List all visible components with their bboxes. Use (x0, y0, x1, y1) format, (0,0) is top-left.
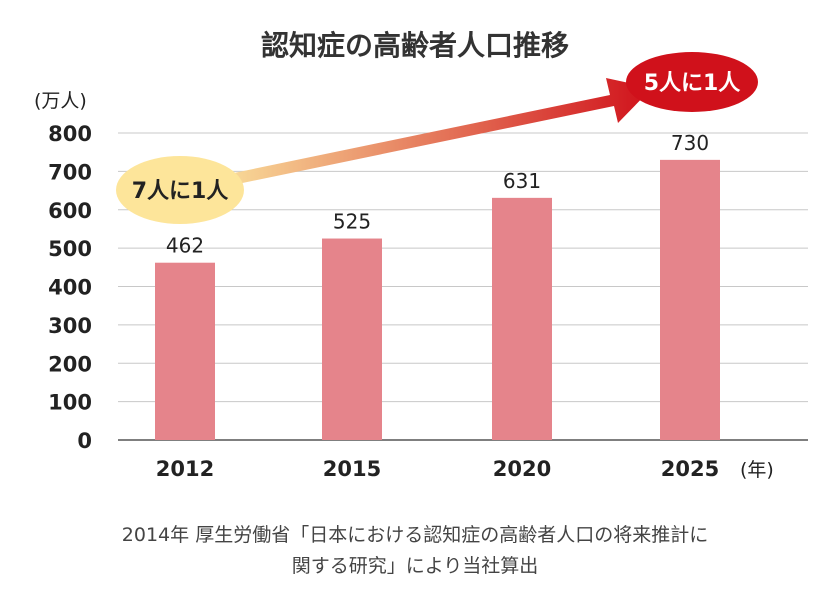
y-axis-ticks: 0 100 200 300 400 500 600 700 800 (48, 122, 92, 453)
x-tick-label-2015: 2015 (323, 457, 381, 481)
x-tick-label-2020: 2020 (493, 457, 551, 481)
y-tick-label: 400 (48, 276, 92, 300)
x-tick-label-2025: 2025 (661, 457, 719, 481)
data-label-2012: 462 (166, 234, 204, 258)
data-label-2020: 631 (503, 169, 541, 193)
start-annotation-label: 7人に1人 (132, 179, 229, 204)
start-annotation-bubble (116, 156, 244, 224)
end-annotation-bubble (626, 52, 758, 112)
source-line-1: 2014年 厚生労働省「日本における認知症の高齢者人口の将来推計に (121, 524, 709, 546)
x-tick-label-2012: 2012 (156, 457, 214, 481)
x-axis-ticks: 2012 2015 2020 2025 (156, 457, 719, 481)
y-tick-label: 800 (48, 122, 92, 146)
y-tick-label: 700 (48, 160, 92, 184)
y-tick-label: 0 (77, 429, 92, 453)
bars (155, 159, 720, 441)
y-tick-label: 300 (48, 314, 92, 338)
bar-2020 (492, 197, 552, 440)
y-tick-label: 200 (48, 352, 92, 376)
y-tick-label: 600 (48, 199, 92, 223)
y-tick-label: 100 (48, 391, 92, 415)
chart: 認知症の高齢者人口推移 (万人) 0 100 200 300 400 500 600 700 8… (34, 29, 808, 481)
y-axis-label: (万人) (34, 90, 87, 112)
source-note: 2014年 厚生労働省「日本における認知症の高齢者人口の将来推計に 関する研究」… (0, 520, 830, 582)
chart-title: 認知症の高齢者人口推移 (261, 29, 569, 62)
data-label-2015: 525 (333, 210, 371, 234)
bar-2012 (155, 262, 215, 440)
trend-arrow (200, 78, 652, 191)
source-line-2: 関する研究」により当社算出 (291, 555, 539, 577)
x-axis-label: (年) (740, 459, 774, 481)
data-labels: 462 525 631 730 (166, 131, 709, 258)
end-annotation-label: 5人に1人 (644, 71, 741, 96)
bar-2025 (660, 159, 720, 441)
bar-2015 (322, 238, 382, 440)
data-label-2025: 730 (671, 131, 709, 155)
y-tick-label: 500 (48, 237, 92, 261)
